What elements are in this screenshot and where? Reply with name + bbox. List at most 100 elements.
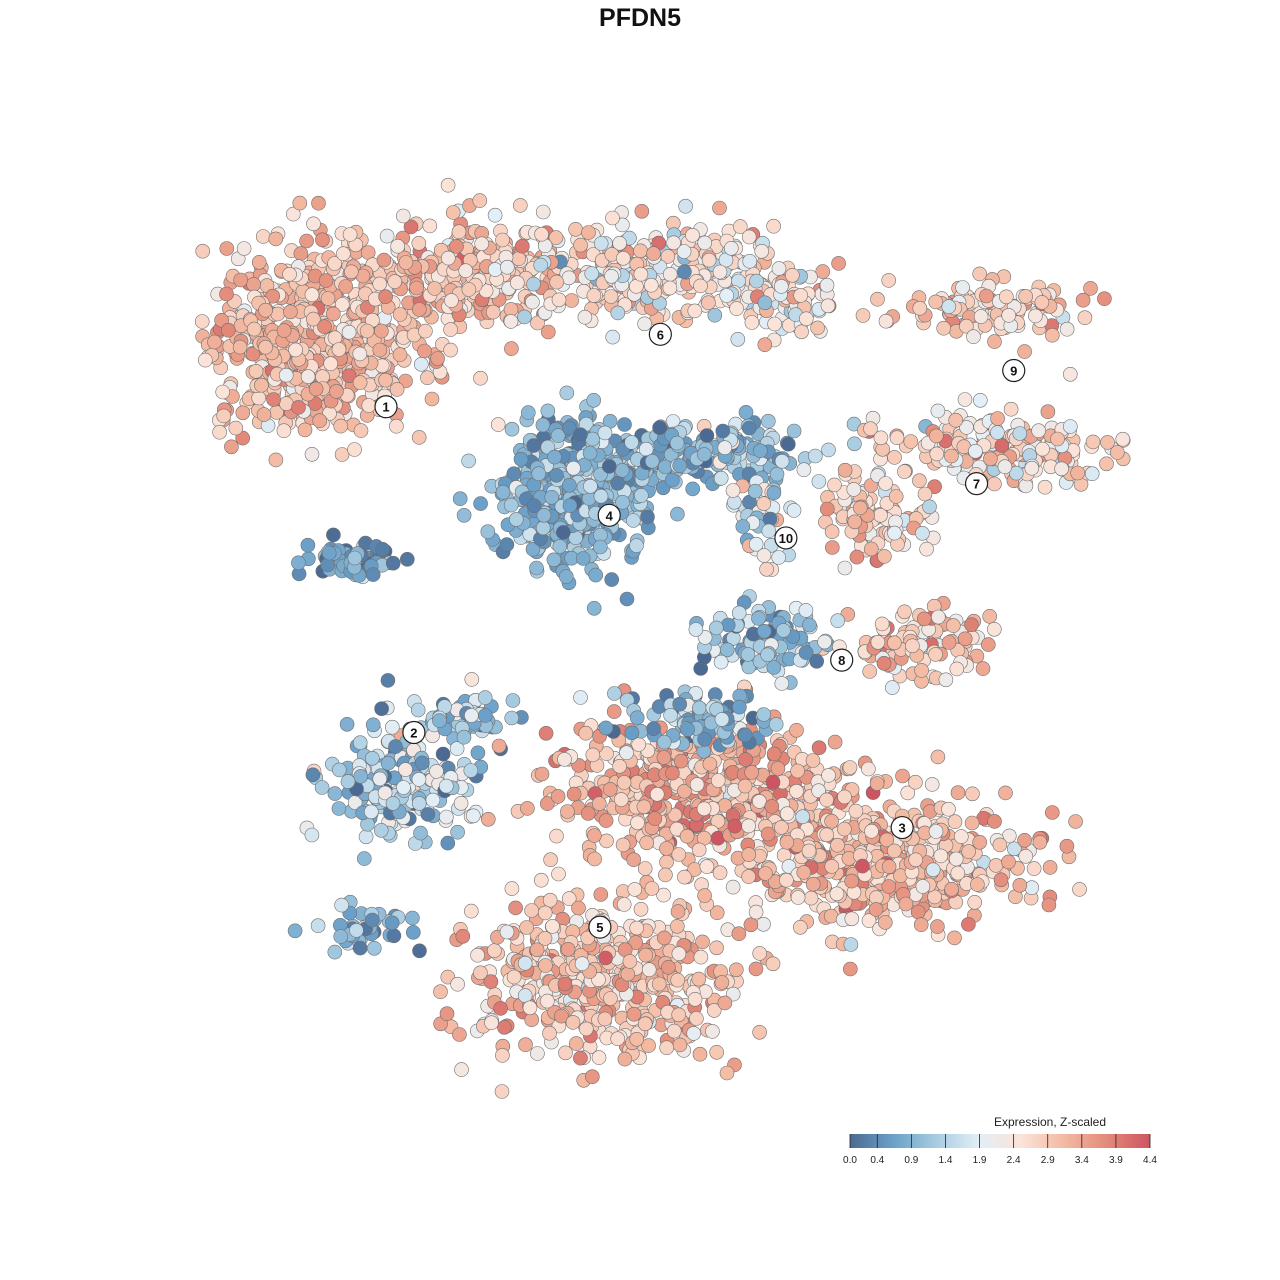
cell-point [398, 762, 413, 777]
cell-point [248, 363, 264, 379]
cell-point [798, 603, 814, 618]
cell-point [678, 198, 693, 214]
cell-point [424, 391, 440, 407]
cell-point [568, 1036, 584, 1051]
cell-point [480, 524, 496, 540]
cluster-label-6: 6 [648, 322, 672, 346]
cell-point [646, 721, 661, 737]
cell-point [1050, 431, 1065, 447]
cell-point [535, 204, 551, 220]
cell-point [534, 226, 549, 242]
cell-point [573, 237, 588, 253]
cell-point [647, 811, 663, 826]
cell-point [987, 334, 1002, 349]
cell-point [917, 486, 933, 502]
cell-point [630, 815, 645, 831]
cell-point [268, 231, 284, 247]
cell-point [558, 569, 574, 584]
cell-point [1018, 848, 1034, 864]
cell-point [207, 334, 222, 350]
cell-point [597, 1011, 613, 1027]
cell-point [928, 824, 944, 839]
cell-point [757, 295, 773, 311]
cell-point [786, 423, 802, 439]
cell-point [758, 866, 773, 881]
cell-point [413, 825, 428, 841]
cell-point [574, 956, 590, 972]
cluster-label-text: 8 [838, 653, 845, 668]
cell-point [803, 890, 819, 906]
cell-point [656, 734, 672, 750]
cell-point [1001, 854, 1016, 870]
cell-point [320, 291, 336, 306]
cell-points [194, 177, 1131, 1099]
cell-point [582, 445, 598, 461]
cell-point [665, 765, 680, 781]
cell-point [948, 851, 964, 867]
cell-point [297, 422, 313, 438]
cell-point [795, 809, 811, 825]
cell-point [395, 208, 411, 224]
cell-point [624, 725, 640, 741]
cell-point [919, 541, 934, 557]
cell-point [761, 523, 777, 539]
cell-point [411, 302, 427, 317]
cell-point [573, 1050, 588, 1066]
cell-point [461, 453, 476, 469]
cell-point [770, 761, 786, 776]
cell-point [819, 501, 835, 517]
cell-point [573, 690, 588, 705]
cell-point [551, 866, 566, 882]
cell-point [276, 323, 292, 338]
cell-point [439, 1006, 455, 1022]
cell-point [964, 815, 980, 831]
cell-point [765, 956, 781, 972]
cell-point [612, 236, 627, 251]
cell-point [732, 699, 747, 715]
cell-point [435, 746, 451, 762]
cell-point [464, 672, 480, 687]
cell-point [715, 423, 731, 439]
cell-point [347, 550, 363, 566]
cell-point [550, 789, 566, 804]
cell-point [670, 904, 686, 919]
cell-point [549, 274, 565, 290]
cell-point [597, 425, 613, 441]
cell-point [495, 1048, 510, 1063]
cell-point [456, 507, 472, 523]
cell-point [450, 976, 465, 992]
cell-point [687, 991, 703, 1007]
cell-point [837, 789, 852, 805]
cell-point [464, 708, 479, 723]
cell-point [598, 950, 613, 966]
cell-point [824, 859, 840, 874]
cell-point [373, 822, 389, 838]
cell-point [827, 477, 842, 493]
cell-point [398, 255, 414, 270]
cell-point [375, 541, 390, 557]
cluster-label-4: 4 [597, 503, 621, 527]
cell-point [236, 241, 252, 256]
cell-point [881, 273, 897, 288]
cell-point [318, 273, 334, 288]
cell-point [584, 266, 600, 281]
cell-point [195, 243, 210, 259]
cell-point [669, 918, 685, 934]
cell-point [308, 381, 324, 397]
cell-point [774, 453, 790, 469]
cell-point [922, 499, 937, 515]
cell-point [581, 225, 596, 240]
cell-point [1083, 281, 1098, 296]
cell-point [221, 322, 236, 338]
cell-point [372, 771, 388, 787]
cluster-label-8: 8 [830, 648, 854, 672]
cell-point [842, 760, 858, 775]
cell-point [656, 750, 672, 765]
cell-point [389, 418, 404, 434]
cell-point [411, 430, 427, 445]
cell-point [376, 252, 392, 268]
cell-point [1012, 877, 1028, 893]
cluster-label-text: 3 [899, 821, 906, 836]
cell-point [771, 261, 787, 276]
cell-point [697, 235, 713, 251]
